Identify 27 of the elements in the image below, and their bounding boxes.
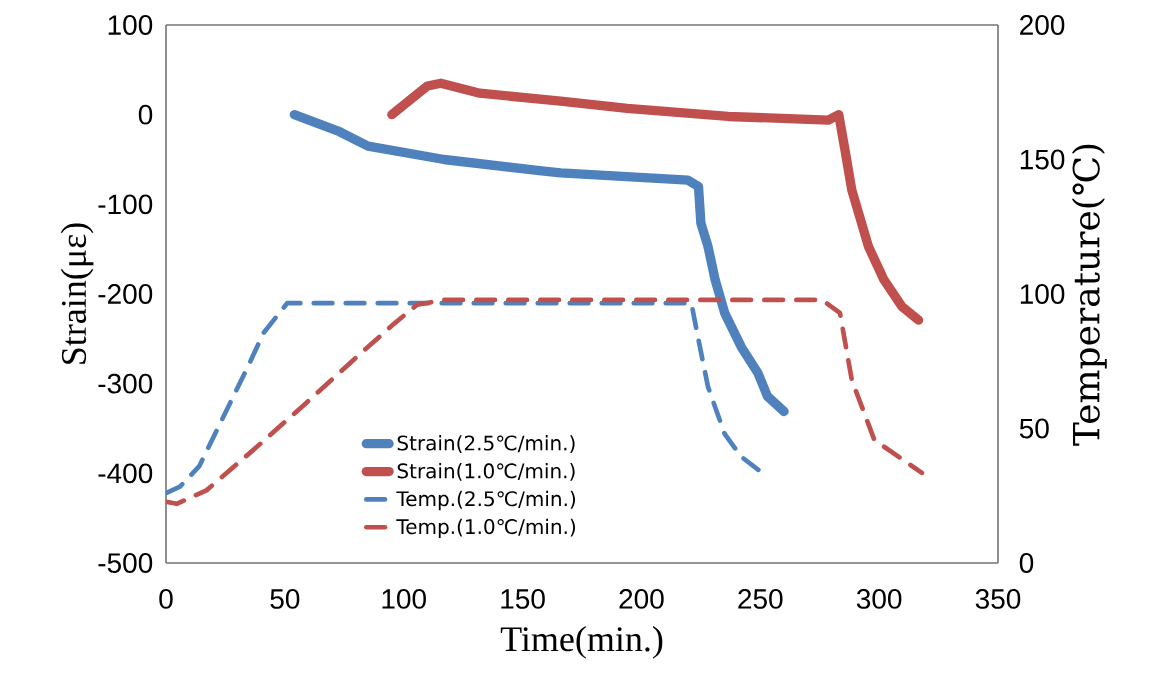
- y-tick-label: 100: [108, 15, 153, 35]
- x-tick-label: 0: [159, 589, 173, 609]
- y2-tick-label: 200: [1020, 15, 1065, 35]
- y2-tick-label: 0: [1019, 553, 1034, 573]
- y-tick-label: -400: [98, 463, 153, 484]
- x-tick-label: 100: [382, 589, 426, 609]
- y2-tick-label: 100: [1020, 284, 1065, 304]
- legend-label: Strain(1.0℃/min.): [397, 462, 575, 481]
- x-tick-label: 250: [738, 589, 783, 609]
- y-tick-label: -500: [98, 553, 153, 573]
- x-tick-label: 200: [619, 589, 664, 609]
- x-tick-label: 300: [856, 589, 902, 609]
- y2-tick-label: 150: [1020, 149, 1065, 170]
- x-axis-title: Time(min.): [500, 626, 663, 659]
- y-tick-label: -200: [98, 284, 153, 304]
- x-tick-label: 50: [270, 589, 300, 609]
- y-axis-title: Strain(με): [60, 223, 94, 364]
- legend-label: Temp.(2.5℃/min.): [396, 490, 576, 511]
- y2-axis-title: Temperature(℃): [1071, 144, 1107, 446]
- y-tick-label: -300: [98, 373, 153, 394]
- x-tick-label: 150: [501, 589, 545, 609]
- legend-label: Strain(2.5℃/min.): [397, 435, 575, 453]
- x-tick-label: 350: [975, 589, 1021, 609]
- y-tick-label: 0: [138, 104, 153, 125]
- legend-label: Temp.(1.0℃/min.): [396, 518, 576, 539]
- y-tick-label: -100: [98, 194, 153, 215]
- y2-tick-label: 50: [1019, 418, 1049, 439]
